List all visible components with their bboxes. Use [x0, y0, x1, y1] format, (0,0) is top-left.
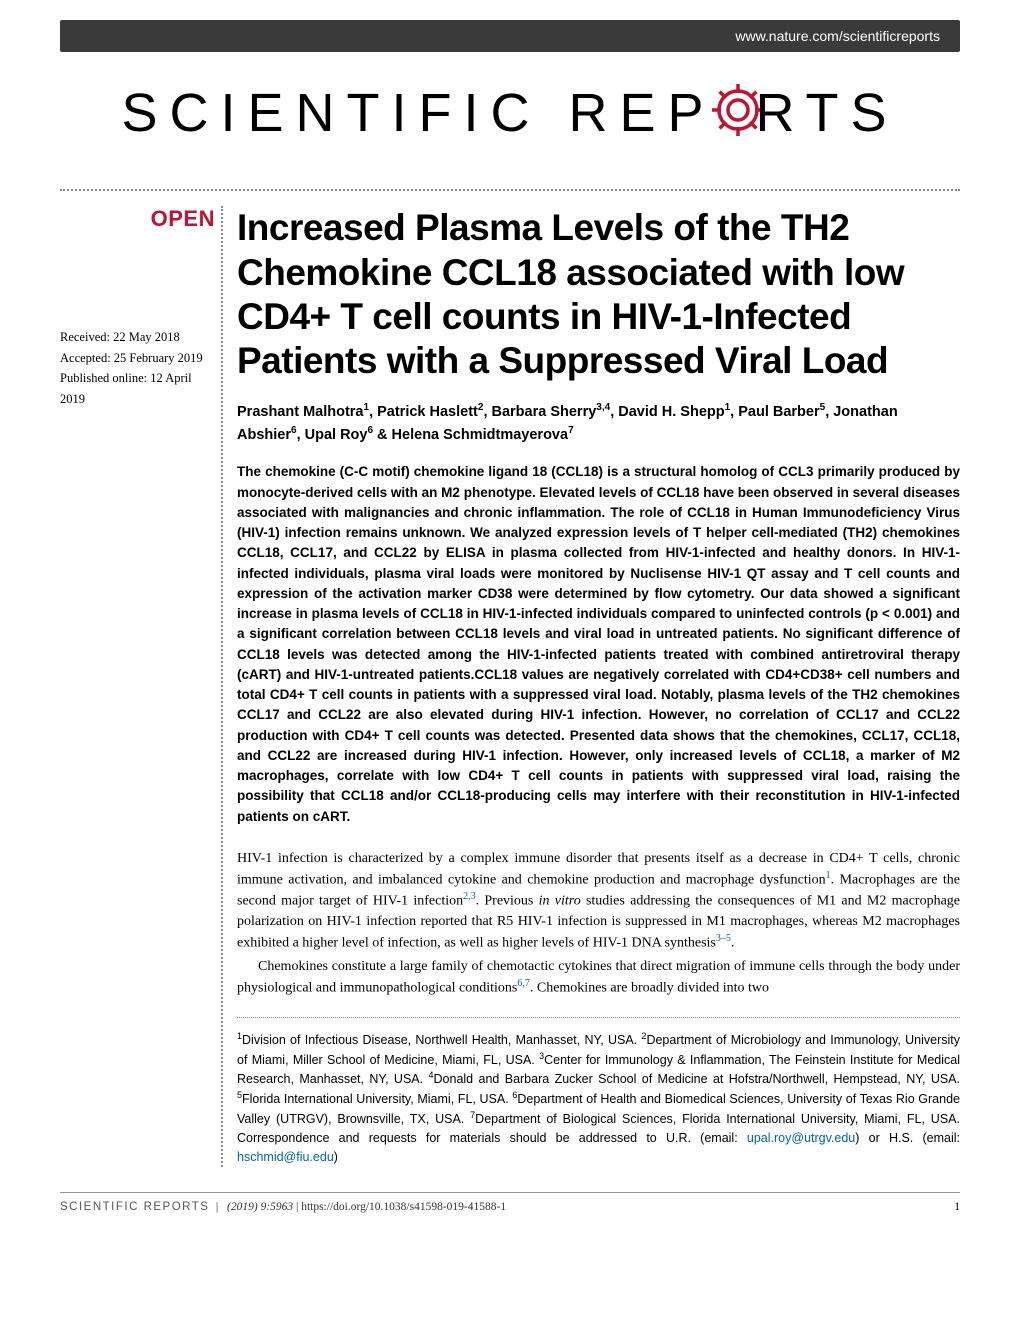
open-access-badge: OPEN — [60, 206, 215, 232]
right-column: Increased Plasma Levels of the TH2 Chemo… — [221, 206, 960, 1166]
journal-logo: SCIENTIFIC REP RTS — [60, 82, 960, 149]
footer-citation: (2019) 9:5963 — [227, 1201, 296, 1213]
dotted-separator-top — [60, 189, 960, 191]
logo-part3: RTS — [756, 83, 899, 143]
footer-page-number: 1 — [954, 1201, 960, 1213]
header-url[interactable]: www.nature.com/scientificreports — [735, 28, 940, 44]
authors-list: Prashant Malhotra1, Patrick Haslett2, Ba… — [237, 400, 960, 447]
logo-part1: SCIENTIFIC — [121, 83, 541, 143]
received-date: Received: 22 May 2018 — [60, 327, 215, 348]
body-paragraph-1: HIV-1 infection is characterized by a co… — [237, 849, 960, 953]
body-paragraph-2: Chemokines constitute a large family of … — [237, 957, 960, 998]
footer-doi[interactable]: | https://doi.org/10.1038/s41598-019-415… — [296, 1201, 506, 1213]
publication-dates: Received: 22 May 2018 Accepted: 25 Febru… — [60, 327, 215, 410]
affiliations: 1Division of Infectious Disease, Northwe… — [237, 1030, 960, 1167]
dotted-separator-affiliations — [237, 1017, 960, 1018]
header-url-bar: www.nature.com/scientificreports — [60, 20, 960, 52]
published-date: Published online: 12 April 2019 — [60, 368, 215, 409]
left-column: OPEN Received: 22 May 2018 Accepted: 25 … — [60, 206, 215, 1166]
logo-part2: REP — [568, 83, 715, 143]
article-title: Increased Plasma Levels of the TH2 Chemo… — [237, 206, 960, 384]
content-grid: OPEN Received: 22 May 2018 Accepted: 25 … — [60, 206, 960, 1166]
page-container: www.nature.com/scientificreports SCIENTI… — [0, 20, 1020, 1243]
footer-journal: SCIENTIFIC REPORTS — [60, 1201, 209, 1213]
abstract: The chemokine (C-C motif) chemokine liga… — [237, 462, 960, 827]
page-footer: SCIENTIFIC REPORTS | (2019) 9:5963 | htt… — [60, 1192, 960, 1213]
accepted-date: Accepted: 25 February 2019 — [60, 348, 215, 369]
